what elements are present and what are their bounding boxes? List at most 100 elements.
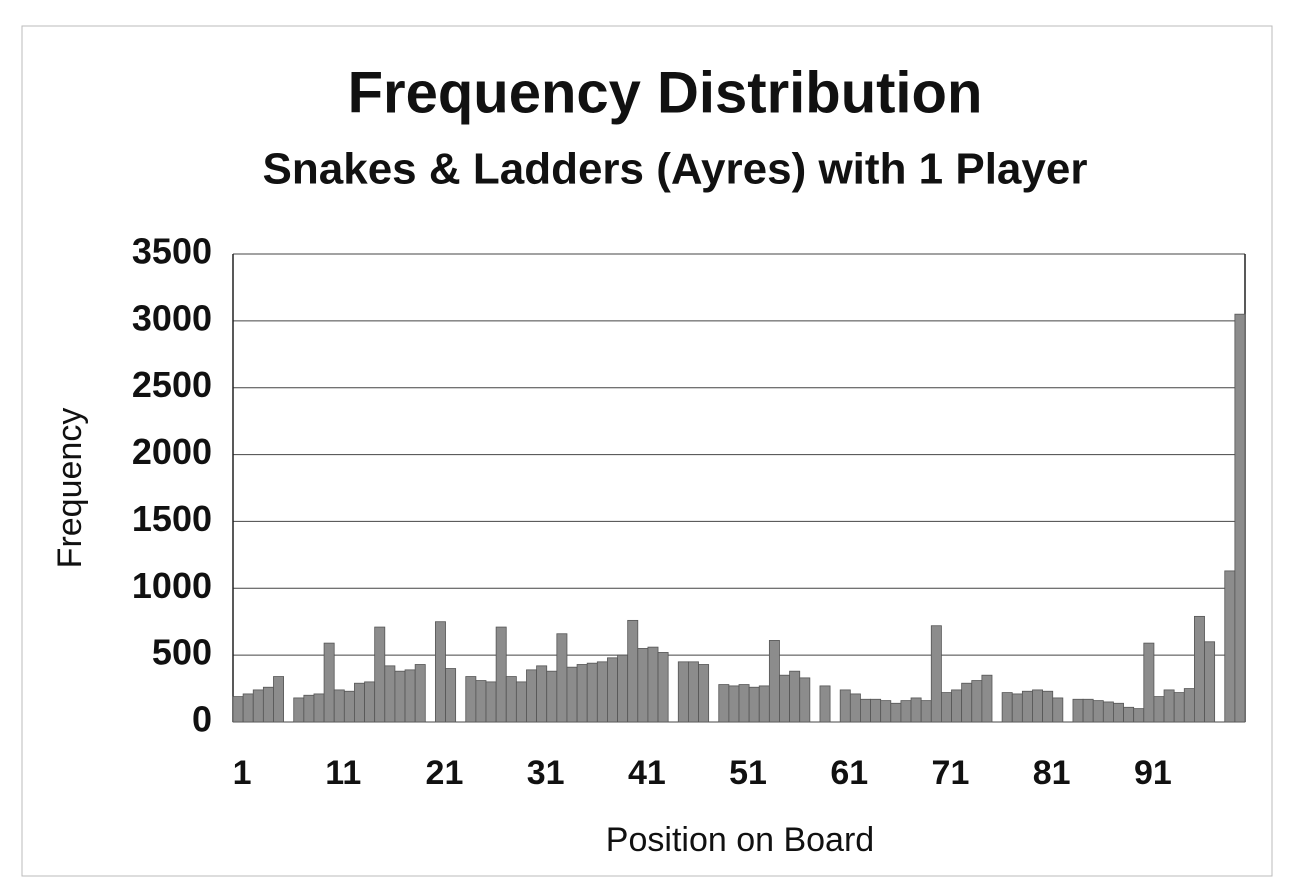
y-tick-label: 500 xyxy=(152,632,212,673)
x-tick-label: 51 xyxy=(729,754,767,792)
x-tick-label: 81 xyxy=(1033,754,1071,792)
bar xyxy=(880,700,892,723)
bar xyxy=(1133,708,1145,723)
x-tick-label: 91 xyxy=(1134,754,1172,792)
bar xyxy=(819,685,831,723)
bar xyxy=(252,689,264,723)
bar xyxy=(637,648,649,723)
bar xyxy=(1082,698,1094,723)
bar xyxy=(1163,689,1175,723)
bar xyxy=(738,684,750,723)
y-tick-label: 3500 xyxy=(132,231,212,272)
y-tick-label: 0 xyxy=(192,699,212,740)
bar xyxy=(1001,692,1013,723)
bar xyxy=(586,662,598,723)
bar xyxy=(404,669,416,723)
bar xyxy=(688,661,699,723)
bar xyxy=(677,661,689,723)
bar xyxy=(1052,697,1064,723)
bar xyxy=(1113,702,1124,723)
bar xyxy=(364,681,376,723)
bar xyxy=(1204,641,1216,723)
bar xyxy=(556,633,568,723)
bar xyxy=(343,690,355,723)
bar xyxy=(434,621,446,723)
page-frame xyxy=(21,25,1273,877)
bar xyxy=(981,674,993,723)
bar xyxy=(647,646,659,723)
bar xyxy=(1194,615,1205,723)
bar xyxy=(323,642,335,723)
bar xyxy=(799,677,811,723)
bar xyxy=(1032,689,1043,723)
bar xyxy=(515,681,527,723)
y-tick-label: 2000 xyxy=(132,431,212,472)
bar xyxy=(384,665,396,723)
bar xyxy=(1092,700,1104,723)
bar xyxy=(758,685,770,723)
bar xyxy=(273,676,285,723)
bar xyxy=(293,697,305,723)
bar xyxy=(1072,698,1084,723)
bar xyxy=(1153,696,1165,723)
y-tick-label: 1000 xyxy=(132,565,212,606)
bar xyxy=(961,682,973,723)
bar xyxy=(839,689,851,723)
bar xyxy=(930,625,942,723)
bar xyxy=(232,696,244,723)
bar xyxy=(627,619,639,723)
bar xyxy=(890,702,902,723)
bar xyxy=(698,664,710,723)
bar xyxy=(1042,690,1054,723)
bar xyxy=(1143,642,1155,723)
bar xyxy=(303,694,315,723)
bar xyxy=(748,686,760,723)
bar xyxy=(566,666,578,723)
x-tick-label: 31 xyxy=(527,754,565,792)
bar xyxy=(910,697,922,723)
bar xyxy=(414,664,426,723)
bar xyxy=(313,693,325,723)
bar xyxy=(485,681,497,723)
bar xyxy=(941,692,952,723)
bar xyxy=(394,670,406,723)
bar xyxy=(242,693,254,723)
bar xyxy=(465,676,477,723)
y-tick-label: 1500 xyxy=(132,498,212,539)
bar xyxy=(546,670,558,723)
bar xyxy=(445,668,457,723)
bar xyxy=(617,654,629,723)
x-axis-label: Position on Board xyxy=(606,821,874,859)
bar xyxy=(333,689,345,723)
bar xyxy=(870,698,882,723)
bar xyxy=(849,693,861,723)
y-axis-label: Frequency xyxy=(51,408,89,569)
x-tick-label: 71 xyxy=(932,754,970,792)
bar xyxy=(596,661,608,723)
bar xyxy=(779,674,790,723)
chart-title: Frequency Distribution xyxy=(348,60,983,125)
bar xyxy=(576,664,588,723)
bar xyxy=(1173,692,1185,723)
bar xyxy=(768,640,780,723)
bar xyxy=(920,700,932,723)
bar xyxy=(475,680,487,723)
bar xyxy=(536,665,548,723)
bar xyxy=(657,652,669,723)
x-tick-label: 11 xyxy=(325,754,361,792)
bar xyxy=(1234,313,1246,723)
bar xyxy=(1123,706,1135,723)
bar xyxy=(526,669,537,723)
bar xyxy=(607,657,618,723)
x-tick-label: 41 xyxy=(628,754,666,792)
bar xyxy=(860,698,871,723)
bar xyxy=(789,670,801,723)
y-tick-label: 2500 xyxy=(132,364,212,405)
chart-subtitle: Snakes & Ladders (Ayres) with 1 Player xyxy=(263,145,1088,194)
bar xyxy=(1011,693,1023,723)
bar xyxy=(354,682,365,723)
bar xyxy=(505,676,517,723)
bar xyxy=(728,685,740,723)
bar xyxy=(951,689,963,723)
y-tick-label: 3000 xyxy=(132,297,212,338)
